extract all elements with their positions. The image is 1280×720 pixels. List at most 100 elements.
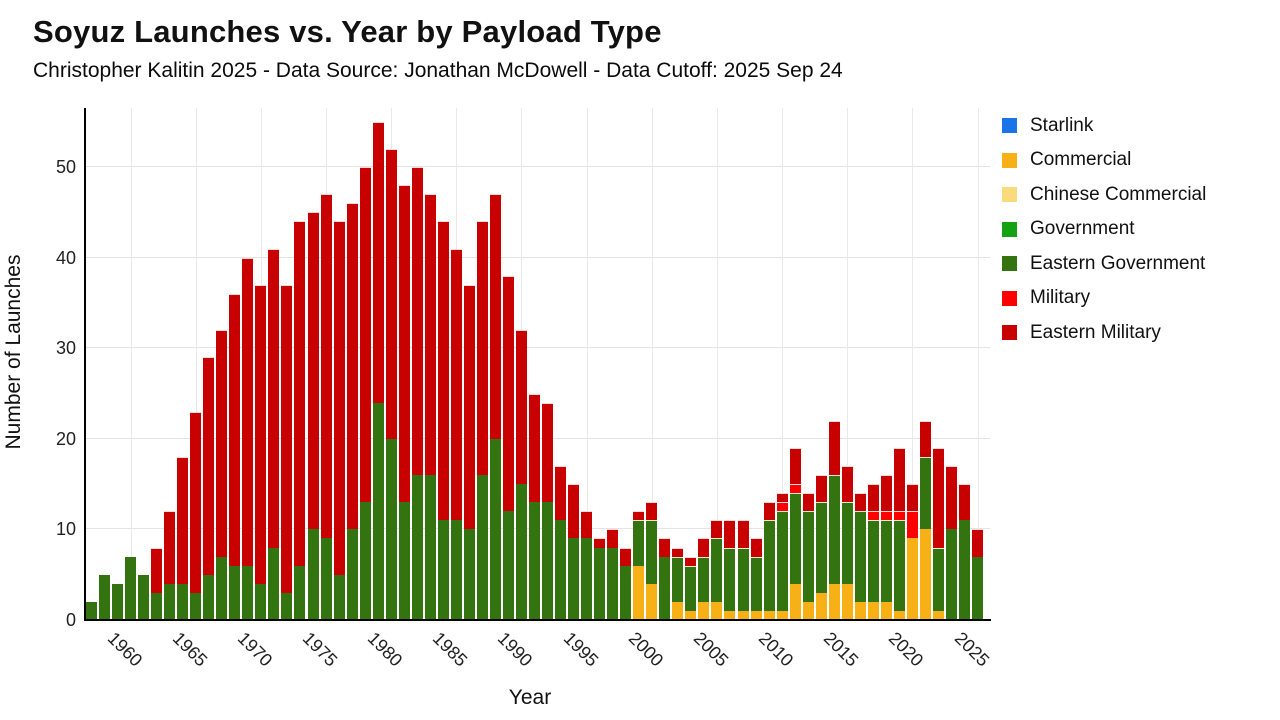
bar-segment-2016-eastern-military[interactable] bbox=[854, 493, 866, 512]
bar-segment-1977-eastern-military[interactable] bbox=[346, 203, 358, 530]
bar-1960[interactable] bbox=[125, 556, 137, 620]
bar-segment-2002-eastern-military[interactable] bbox=[672, 547, 684, 557]
bar-segment-1999-eastern-military[interactable] bbox=[633, 511, 645, 521]
bar-segment-2001-eastern-military[interactable] bbox=[659, 538, 671, 557]
bar-segment-2022-eastern-government[interactable] bbox=[932, 547, 944, 611]
bar-segment-2005-commercial[interactable] bbox=[711, 601, 723, 620]
bar-segment-1991-eastern-government[interactable] bbox=[529, 502, 541, 620]
bar-1970[interactable] bbox=[255, 284, 267, 620]
bar-segment-2018-military[interactable] bbox=[880, 511, 892, 521]
bar-segment-2020-eastern-military[interactable] bbox=[906, 484, 918, 512]
bar-1961[interactable] bbox=[138, 574, 150, 620]
bar-segment-1981-eastern-government[interactable] bbox=[398, 502, 410, 620]
bar-1989[interactable] bbox=[502, 275, 514, 620]
bar-1991[interactable] bbox=[529, 393, 541, 620]
bar-segment-2007-eastern-military[interactable] bbox=[737, 520, 749, 548]
bar-segment-2017-commercial[interactable] bbox=[867, 601, 879, 620]
bar-segment-2012-eastern-government[interactable] bbox=[802, 511, 814, 602]
bar-segment-2004-eastern-government[interactable] bbox=[698, 556, 710, 602]
bar-segment-2003-eastern-government[interactable] bbox=[685, 565, 697, 611]
bar-segment-2014-eastern-military[interactable] bbox=[828, 420, 840, 476]
bar-segment-2006-commercial[interactable] bbox=[724, 610, 736, 620]
legend-item-eastern-military[interactable]: Eastern Military bbox=[1002, 320, 1206, 345]
bar-segment-1960-eastern-government[interactable] bbox=[125, 556, 137, 620]
bar-segment-1976-eastern-military[interactable] bbox=[333, 221, 345, 575]
bar-segment-2018-eastern-military[interactable] bbox=[880, 475, 892, 512]
bar-segment-2007-eastern-government[interactable] bbox=[737, 547, 749, 611]
bar-1995[interactable] bbox=[581, 511, 593, 620]
bar-1975[interactable] bbox=[320, 194, 332, 620]
bar-segment-2012-eastern-military[interactable] bbox=[802, 493, 814, 512]
bar-segment-1989-eastern-government[interactable] bbox=[502, 511, 514, 620]
legend-item-military[interactable]: Military bbox=[1002, 286, 1206, 311]
bar-segment-2003-commercial[interactable] bbox=[685, 610, 697, 620]
bar-1993[interactable] bbox=[555, 465, 567, 620]
bar-segment-1994-eastern-government[interactable] bbox=[568, 538, 580, 620]
bar-segment-2011-eastern-government[interactable] bbox=[789, 493, 801, 584]
bar-segment-1978-eastern-government[interactable] bbox=[359, 502, 371, 620]
bar-segment-1963-eastern-military[interactable] bbox=[164, 511, 176, 584]
bar-1990[interactable] bbox=[515, 330, 527, 620]
bar-segment-1992-eastern-military[interactable] bbox=[542, 402, 554, 503]
bar-segment-1966-eastern-military[interactable] bbox=[203, 357, 215, 575]
bar-segment-1979-eastern-military[interactable] bbox=[372, 121, 384, 403]
bar-segment-1969-eastern-government[interactable] bbox=[242, 565, 254, 620]
bar-segment-2011-commercial[interactable] bbox=[789, 583, 801, 620]
bar-segment-2017-eastern-military[interactable] bbox=[867, 484, 879, 512]
bar-1980[interactable] bbox=[385, 148, 397, 620]
bar-segment-2025-eastern-government[interactable] bbox=[972, 556, 984, 620]
bar-1973[interactable] bbox=[294, 221, 306, 620]
bar-segment-2006-eastern-military[interactable] bbox=[724, 520, 736, 548]
bar-segment-1964-eastern-government[interactable] bbox=[177, 583, 189, 620]
bar-segment-2014-eastern-government[interactable] bbox=[828, 475, 840, 584]
bar-1966[interactable] bbox=[203, 357, 215, 620]
bar-segment-1996-eastern-government[interactable] bbox=[594, 547, 606, 620]
bar-segment-1964-eastern-military[interactable] bbox=[177, 456, 189, 584]
bar-2000[interactable] bbox=[646, 502, 658, 620]
bar-segment-2002-commercial[interactable] bbox=[672, 601, 684, 620]
bar-segment-2015-eastern-military[interactable] bbox=[841, 466, 853, 503]
bar-segment-1969-eastern-military[interactable] bbox=[242, 257, 254, 566]
bar-segment-1971-eastern-government[interactable] bbox=[268, 547, 280, 620]
bar-segment-2007-commercial[interactable] bbox=[737, 610, 749, 620]
bar-segment-1987-eastern-government[interactable] bbox=[476, 475, 488, 620]
bar-1967[interactable] bbox=[216, 330, 228, 620]
bar-2022[interactable] bbox=[932, 447, 944, 620]
bar-1962[interactable] bbox=[151, 547, 163, 620]
bar-2016[interactable] bbox=[854, 493, 866, 620]
bar-segment-2008-eastern-government[interactable] bbox=[750, 556, 762, 611]
bar-segment-1983-eastern-government[interactable] bbox=[424, 475, 436, 620]
bar-2006[interactable] bbox=[724, 520, 736, 620]
bar-segment-1965-eastern-government[interactable] bbox=[190, 592, 202, 620]
bar-1998[interactable] bbox=[620, 547, 632, 620]
bar-segment-2010-commercial[interactable] bbox=[776, 610, 788, 620]
bar-segment-1974-eastern-military[interactable] bbox=[307, 212, 319, 530]
bar-2019[interactable] bbox=[893, 447, 905, 620]
bar-segment-1968-eastern-government[interactable] bbox=[229, 565, 241, 620]
bar-1981[interactable] bbox=[398, 185, 410, 620]
bar-segment-1973-eastern-government[interactable] bbox=[294, 565, 306, 620]
bar-segment-2010-eastern-government[interactable] bbox=[776, 511, 788, 611]
bar-segment-2004-eastern-military[interactable] bbox=[698, 538, 710, 557]
bar-segment-2000-eastern-military[interactable] bbox=[646, 502, 658, 521]
bar-segment-2021-commercial[interactable] bbox=[919, 529, 931, 620]
bar-segment-2009-eastern-government[interactable] bbox=[763, 520, 775, 611]
bar-segment-1983-eastern-military[interactable] bbox=[424, 194, 436, 476]
bar-segment-1996-eastern-military[interactable] bbox=[594, 538, 606, 548]
bar-segment-1994-eastern-military[interactable] bbox=[568, 484, 580, 539]
bar-segment-1991-eastern-military[interactable] bbox=[529, 393, 541, 503]
bar-2018[interactable] bbox=[880, 475, 892, 620]
bar-segment-1998-eastern-military[interactable] bbox=[620, 547, 632, 566]
bar-1986[interactable] bbox=[463, 284, 475, 620]
bar-2013[interactable] bbox=[815, 475, 827, 620]
bar-segment-1980-eastern-government[interactable] bbox=[385, 438, 397, 620]
legend-item-starlink[interactable]: Starlink bbox=[1002, 113, 1206, 138]
bar-segment-1962-eastern-government[interactable] bbox=[151, 592, 163, 620]
bar-segment-2010-military[interactable] bbox=[776, 502, 788, 512]
bar-2002[interactable] bbox=[672, 547, 684, 620]
bar-segment-2005-eastern-military[interactable] bbox=[711, 520, 723, 539]
bar-segment-2022-eastern-military[interactable] bbox=[932, 447, 944, 548]
bar-segment-2015-commercial[interactable] bbox=[841, 583, 853, 620]
bar-segment-2017-military[interactable] bbox=[867, 511, 879, 521]
bar-segment-1975-eastern-military[interactable] bbox=[320, 194, 332, 539]
